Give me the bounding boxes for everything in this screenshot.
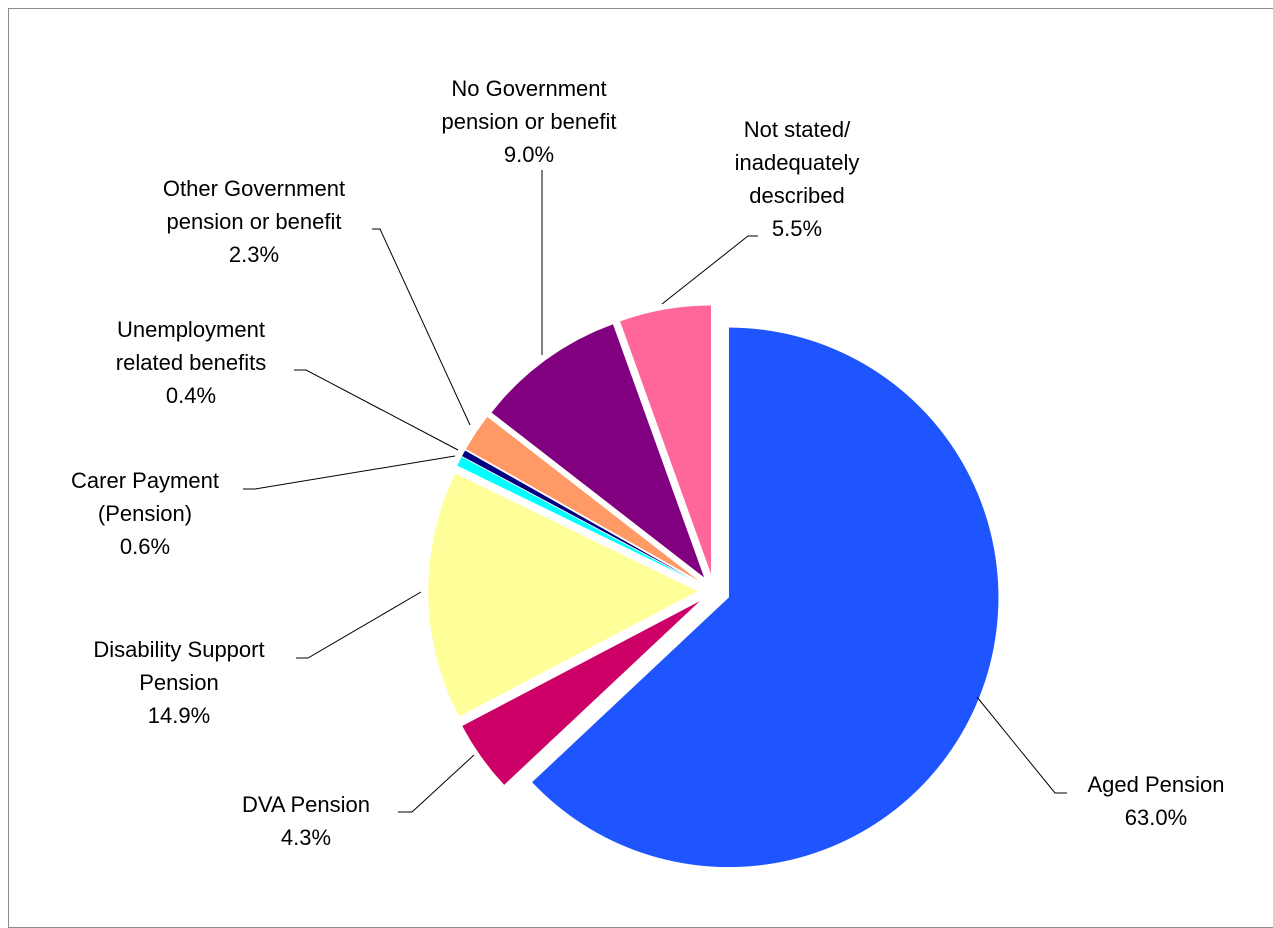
slice-percent-label: 9.0% — [504, 142, 554, 167]
pie-slice — [427, 472, 699, 718]
slice-name-label: (Pension) — [98, 501, 192, 526]
leader-line — [372, 228, 471, 426]
slice-name-label: Not stated/ — [744, 117, 851, 142]
slice-percent-label: 14.9% — [148, 703, 210, 728]
slice-percent-label: 0.6% — [120, 534, 170, 559]
pie-slice — [490, 323, 706, 579]
slice-name-label: DVA Pension — [242, 792, 370, 817]
slice-percent-label: 63.0% — [1125, 805, 1187, 830]
leader-line — [661, 235, 758, 305]
leader-line — [296, 591, 422, 659]
pie-slice — [456, 456, 700, 584]
pie-slice — [531, 327, 999, 868]
slice-name-label: Aged Pension — [1088, 772, 1225, 797]
slice-percent-label: 5.5% — [772, 216, 822, 241]
slice-name-label: Disability Support — [93, 637, 264, 662]
leader-line — [976, 696, 1067, 794]
pie-slice — [619, 304, 712, 576]
slice-name-label: pension or benefit — [167, 209, 342, 234]
slice-percent-label: 0.4% — [166, 383, 216, 408]
pie-slice — [461, 449, 701, 584]
slice-name-label: Carer Payment — [71, 468, 219, 493]
leader-line — [243, 455, 456, 490]
leader-line — [398, 754, 475, 813]
slice-name-label: related benefits — [116, 350, 266, 375]
slice-name-label: described — [749, 183, 844, 208]
leader-line — [294, 369, 459, 451]
slice-percent-label: 4.3% — [281, 825, 331, 850]
slice-percent-label: 2.3% — [229, 242, 279, 267]
slice-name-label: inadequately — [735, 150, 860, 175]
pie-slice — [465, 416, 701, 583]
slice-name-label: Pension — [139, 670, 219, 695]
slice-name-label: Unemployment — [117, 317, 265, 342]
slice-name-label: pension or benefit — [442, 109, 617, 134]
slice-name-label: No Government — [451, 76, 606, 101]
slice-name-label: Other Government — [163, 176, 345, 201]
pie-slice — [461, 600, 702, 786]
